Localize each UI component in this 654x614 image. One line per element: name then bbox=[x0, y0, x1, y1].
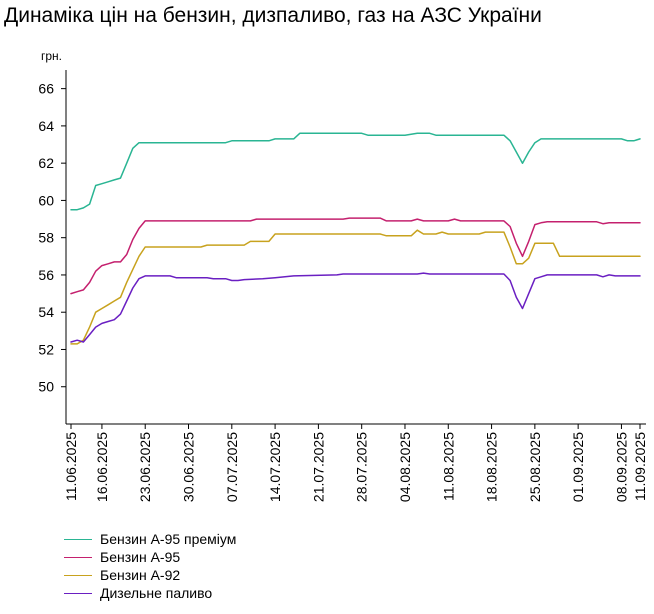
y-tick-label: 66 bbox=[38, 81, 54, 97]
x-tick-label: 21.07.2025 bbox=[310, 432, 326, 502]
x-tick-label: 01.09.2025 bbox=[570, 432, 586, 502]
x-tick-label: 28.07.2025 bbox=[354, 432, 370, 502]
y-tick-label: 54 bbox=[38, 304, 54, 320]
series-lines bbox=[70, 132, 641, 345]
x-axis-ticks: 11.06.2025 16.06.2025 23.06.2025 30.06.2025… bbox=[63, 424, 648, 502]
legend-label: Бензин А-95 преміум bbox=[100, 531, 237, 547]
legend-item: Дизельне паливо bbox=[64, 584, 236, 602]
x-tick-label: 16.06.2025 bbox=[94, 432, 110, 502]
x-tick-label: 14.07.2025 bbox=[267, 432, 283, 502]
y-axis-ticks: 50 52 54 56 58 60 62 64 66 bbox=[38, 81, 66, 395]
legend-swatch bbox=[64, 574, 92, 576]
x-tick-label: 11.08.2025 bbox=[440, 432, 456, 501]
x-tick-label: 08.09.2025 bbox=[613, 432, 629, 502]
legend-item: Бензин А-95 преміум bbox=[64, 530, 236, 548]
x-tick-label: 04.08.2025 bbox=[397, 432, 413, 502]
legend-item: Бензин А-92 bbox=[64, 566, 236, 584]
x-tick-label: 25.08.2025 bbox=[527, 432, 543, 502]
y-tick-label: 62 bbox=[38, 155, 54, 171]
series-line bbox=[70, 132, 641, 211]
x-tick-label: 18.08.2025 bbox=[484, 432, 500, 502]
y-tick-label: 56 bbox=[38, 267, 54, 283]
y-tick-label: 58 bbox=[38, 230, 54, 246]
series-line bbox=[70, 217, 641, 295]
y-tick-label: 52 bbox=[38, 341, 54, 357]
legend-item: Бензин А-95 bbox=[64, 548, 236, 566]
x-tick-label: 11.06.2025 bbox=[63, 432, 79, 501]
chart-title: Динаміка цін на бензин, дизпаливо, газ н… bbox=[4, 4, 542, 27]
y-tick-label: 60 bbox=[38, 192, 54, 208]
legend-swatch bbox=[64, 592, 92, 594]
series-line bbox=[70, 229, 641, 345]
legend-swatch bbox=[64, 538, 92, 540]
x-tick-label: 23.06.2025 bbox=[137, 432, 153, 502]
y-tick-label: 50 bbox=[38, 379, 54, 395]
legend-swatch bbox=[64, 556, 92, 558]
y-tick-label: 64 bbox=[38, 118, 54, 134]
chart-legend: Бензин А-95 преміум Бензин А-95 Бензин А-9… bbox=[64, 530, 236, 602]
legend-label: Бензин А-95 bbox=[100, 549, 181, 565]
series-line bbox=[70, 272, 641, 343]
x-tick-label: 30.06.2025 bbox=[181, 432, 197, 502]
legend-label: Бензин А-92 bbox=[100, 567, 181, 583]
y-axis-label: грн. bbox=[41, 49, 62, 63]
x-tick-label: 11.09.2025 bbox=[632, 432, 648, 501]
x-tick-label: 07.07.2025 bbox=[224, 432, 240, 502]
legend-label: Дизельне паливо bbox=[100, 585, 213, 601]
